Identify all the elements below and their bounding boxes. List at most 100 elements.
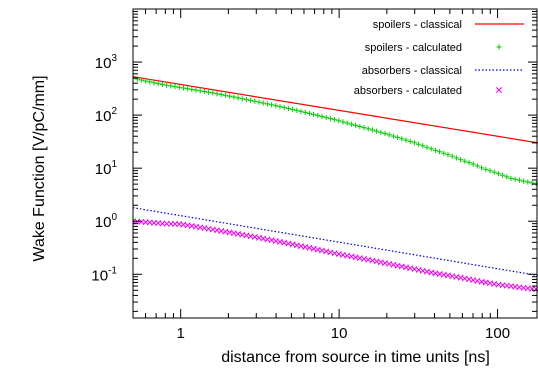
- data-point: [256, 99, 262, 105]
- data-point: [264, 101, 270, 107]
- legend-swatch: [496, 87, 502, 93]
- data-point: [285, 105, 291, 112]
- series-0: [133, 76, 538, 144]
- x-tick-label: 10: [331, 325, 348, 342]
- y-tick-label: 10-1: [91, 265, 117, 284]
- data-point: [403, 137, 409, 143]
- data-point: [323, 114, 329, 121]
- y-tick-label: 100: [95, 212, 118, 231]
- data-point: [315, 112, 321, 119]
- data-point: [390, 133, 396, 139]
- data-point: [504, 174, 510, 180]
- legend: spoilers - classical spoilers - calculate…: [354, 19, 524, 97]
- data-point: [147, 79, 153, 85]
- data-point: [353, 122, 359, 128]
- data-point: [176, 84, 182, 90]
- data-point: [138, 77, 144, 83]
- data-point: [357, 123, 363, 130]
- data-point: [290, 106, 296, 112]
- data-point: [143, 78, 149, 84]
- data-point: [437, 149, 443, 155]
- data-point: [239, 96, 245, 102]
- data-point: [382, 130, 388, 137]
- data-point: [336, 118, 342, 124]
- data-point: [508, 175, 514, 181]
- data-point: [466, 160, 472, 166]
- data-point: [201, 88, 207, 95]
- data-point: [525, 179, 531, 185]
- data-point: [151, 80, 157, 86]
- legend-entry: absorbers - classical: [362, 65, 524, 77]
- data-point: [235, 95, 241, 101]
- data-point: [344, 120, 350, 126]
- legend-label: absorbers - calculated: [354, 85, 462, 97]
- data-point: [479, 165, 485, 171]
- data-point: [172, 84, 178, 90]
- y-tick-label: 101: [95, 159, 118, 178]
- data-point: [294, 107, 300, 113]
- data-point: [214, 91, 220, 97]
- data-point: [428, 146, 434, 152]
- legend-swatch: [496, 44, 502, 50]
- data-point: [374, 128, 380, 134]
- legend-entry: spoilers - classical: [373, 19, 524, 31]
- data-point: [416, 141, 422, 147]
- data-point: [206, 89, 212, 95]
- data-point: [500, 172, 506, 178]
- plot-marks: [133, 75, 538, 293]
- data-point: [260, 100, 266, 106]
- data-point: [424, 144, 430, 150]
- data-point: [449, 153, 455, 159]
- series-3: [133, 218, 538, 293]
- data-point: [470, 161, 476, 167]
- data-point: [168, 83, 174, 89]
- data-point: [231, 94, 237, 100]
- data-point: [155, 80, 161, 87]
- data-point: [269, 102, 275, 108]
- data-point: [189, 86, 195, 93]
- data-point: [365, 126, 371, 132]
- data-point: [298, 108, 304, 114]
- x-tick-label: 100: [485, 325, 510, 342]
- data-point: [197, 88, 203, 94]
- data-point: [453, 155, 459, 161]
- data-point: [248, 97, 254, 104]
- data-point: [483, 166, 489, 172]
- data-point: [445, 152, 451, 158]
- data-point: [227, 93, 233, 99]
- data-point: [210, 90, 216, 96]
- data-point: [462, 158, 468, 164]
- data-point: [491, 169, 497, 175]
- data-point: [252, 98, 258, 104]
- series-1: [133, 75, 538, 187]
- data-point: [512, 176, 518, 182]
- y-tick-label: 103: [95, 53, 118, 72]
- data-point: [311, 111, 317, 118]
- y-axis-label: Wake Function [V/pC/mm]: [31, 75, 48, 261]
- data-point: [218, 91, 224, 98]
- data-point: [243, 96, 249, 103]
- data-point: [134, 76, 140, 82]
- data-point: [180, 85, 186, 91]
- data-point: [281, 104, 287, 111]
- data-point: [159, 81, 165, 87]
- data-point: [306, 110, 312, 117]
- y-tick-label: 102: [95, 106, 118, 125]
- axis-ticks: [132, 8, 537, 318]
- data-point: [378, 129, 384, 135]
- data-point: [395, 134, 401, 141]
- data-point: [386, 132, 392, 138]
- data-point: [495, 171, 501, 177]
- series-line: [133, 76, 538, 144]
- data-point: [487, 168, 493, 174]
- plot-frame: [132, 8, 538, 319]
- legend-entry: absorbers - calculated: [354, 85, 502, 97]
- data-point: [458, 157, 464, 163]
- data-point: [222, 92, 228, 98]
- data-point: [340, 119, 346, 125]
- data-point: [277, 104, 283, 110]
- legend-entry: spoilers - calculated: [365, 42, 502, 54]
- data-point: [432, 147, 438, 153]
- data-point: [327, 116, 333, 122]
